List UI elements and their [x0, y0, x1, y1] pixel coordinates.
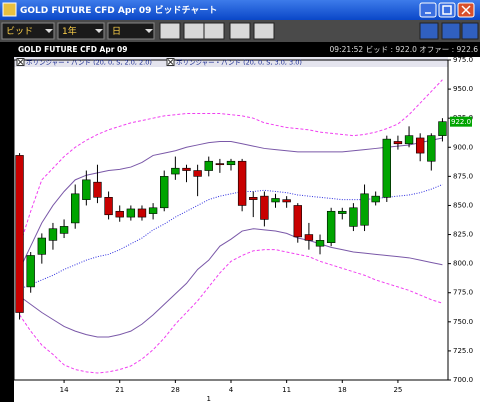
- y-tick-label: 800.0: [453, 260, 473, 268]
- legend-label: ボリンジャー・バンド (20, 0, S, 3.0, 3.0): [176, 59, 302, 67]
- candle-body: [82, 179, 91, 200]
- candle-body: [171, 167, 180, 175]
- y-tick-label: 875.0: [453, 172, 473, 180]
- candle-body: [282, 199, 291, 203]
- candle-body: [415, 137, 425, 154]
- instrument-name: GOLD FUTURE CFD Apr 09: [18, 45, 127, 54]
- candle-body: [115, 210, 124, 218]
- candle-body: [15, 155, 24, 313]
- toolbar-tools: [159, 22, 479, 40]
- candle-body: [349, 207, 358, 227]
- candle-body: [338, 210, 347, 214]
- window-title: GOLD FUTURE CFD Apr 09 ビッドチャート: [20, 4, 217, 16]
- candle-body: [193, 170, 202, 177]
- x-tick-label: 28: [171, 386, 180, 394]
- legend-check: [17, 59, 24, 65]
- period: 1年: [62, 25, 77, 37]
- window-button-glyphs: [425, 5, 471, 15]
- candle-body: [93, 181, 102, 198]
- candle-body: [382, 138, 391, 198]
- y-tick-label: 775.0: [453, 289, 473, 297]
- candle-body: [304, 234, 314, 241]
- candle-body: [126, 208, 136, 218]
- x-tick-label: 25: [393, 386, 402, 394]
- candle-body: [249, 197, 258, 200]
- y-tick-label: 725.0: [453, 347, 473, 355]
- legend-check: [167, 59, 174, 65]
- last-price-box: [450, 116, 472, 127]
- compare-tool[interactable]: [441, 22, 461, 40]
- candle-body: [59, 226, 69, 234]
- candle-body: [204, 160, 213, 171]
- candle-body: [160, 176, 169, 209]
- x-tick-label: 18: [338, 386, 347, 394]
- dropdown-arrows: [45, 29, 153, 33]
- y-tick-label: 900.0: [453, 143, 473, 151]
- candle-body: [293, 205, 302, 238]
- candle-body: [137, 208, 147, 218]
- legend-label: ボリンジャー・バンド (20, 0, S, 2.0, 2.0): [26, 59, 152, 67]
- candle-body: [393, 141, 403, 145]
- interval-dropdown[interactable]: [107, 22, 155, 40]
- y-tick-label: 975.0: [453, 56, 473, 64]
- interval: 日: [112, 26, 121, 37]
- candle-body: [404, 135, 414, 145]
- candle-body: [148, 207, 158, 214]
- candle-body: [104, 197, 113, 216]
- y-tick-label: 850.0: [453, 201, 473, 209]
- candle-body: [48, 228, 58, 241]
- print-tool[interactable]: [229, 22, 251, 40]
- candle-body: [215, 163, 225, 166]
- candle-body: [182, 167, 191, 171]
- plot-background: [14, 57, 480, 402]
- maximize-button[interactable]: [438, 2, 456, 18]
- indicator-line: [19, 228, 443, 338]
- candle-body: [260, 195, 269, 220]
- legend-row: [14, 57, 448, 67]
- candle-body: [360, 193, 369, 226]
- indicator-line: [19, 79, 443, 247]
- pen-tool[interactable]: [183, 22, 205, 40]
- y-tick-label: 950.0: [453, 85, 473, 93]
- candle-body: [26, 255, 35, 288]
- month-label: 1: [207, 395, 211, 402]
- y-tick-label: 750.0: [453, 318, 473, 326]
- title-bar: [0, 0, 480, 20]
- chart-style-tool[interactable]: [253, 22, 275, 40]
- x-tick-label: 11: [282, 386, 291, 394]
- last-price-label: 922.0: [451, 118, 471, 126]
- y-tick-label: 825.0: [453, 231, 473, 239]
- app-icon: [2, 2, 17, 17]
- x-tick-label: 4: [229, 386, 234, 394]
- candle-body: [315, 240, 325, 247]
- candle-body: [71, 193, 80, 224]
- candle-body: [371, 195, 380, 203]
- indicator-tool[interactable]: [203, 22, 225, 40]
- layout-tool[interactable]: [419, 22, 439, 40]
- period-dropdown[interactable]: [57, 22, 105, 40]
- quote: 09:21:52 ビッド : 922.0 オファー : 922.6: [330, 45, 479, 54]
- candle-body: [427, 135, 436, 162]
- candle-body: [271, 198, 280, 203]
- candle-body: [37, 237, 47, 255]
- x-tick-label: 14: [60, 386, 69, 394]
- candle-body: [237, 160, 247, 206]
- y-tick-label: 700.0: [453, 376, 473, 384]
- settings-tool[interactable]: [461, 22, 479, 40]
- candle-body: [226, 160, 236, 166]
- price-type-dropdown[interactable]: [1, 22, 55, 40]
- draw-line-tool[interactable]: [159, 22, 181, 40]
- price-type: ビッド: [6, 26, 33, 37]
- candle-body: [438, 121, 447, 136]
- indicator-line: [19, 137, 443, 270]
- x-tick-label: 21: [115, 386, 124, 394]
- indicator-line: [19, 249, 443, 374]
- candle-body: [326, 210, 336, 243]
- minimize-button[interactable]: [419, 2, 437, 18]
